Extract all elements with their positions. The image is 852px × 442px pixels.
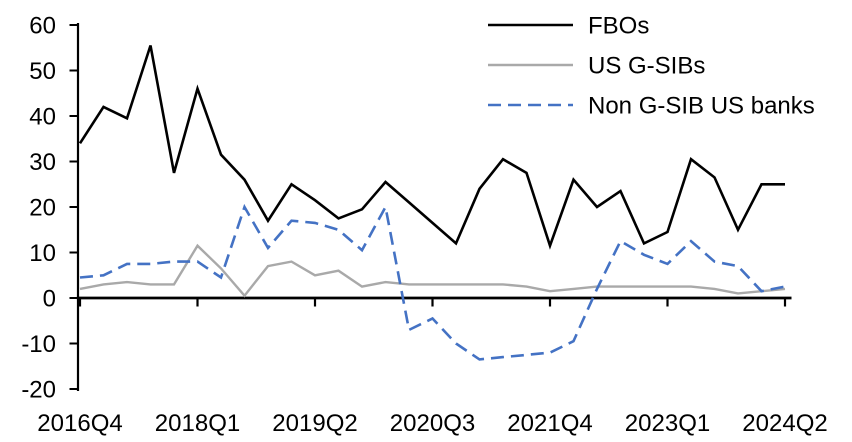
x-axis-tick-label: 2024Q2 (742, 410, 827, 437)
y-axis-tick-label: 20 (29, 194, 56, 221)
axes: 60 50 40 30 20 10 0 -10 -20 2016Q4 2018Q1 2019Q2 202… (21, 12, 827, 437)
y-axis-tick-label: 30 (29, 149, 56, 176)
y-axis-tick-label: -10 (21, 331, 56, 358)
series-line-us-g-sibs (79, 243, 786, 298)
legend-item-fbos: FBOs (488, 12, 649, 39)
y-axis-tick-label: 10 (29, 240, 56, 267)
x-axis-tick-label: 2016Q4 (37, 410, 122, 437)
x-axis-tick-label: 2019Q2 (272, 410, 357, 437)
legend-item-non-g-sib-us-banks: Non G-SIB US banks (488, 92, 815, 119)
legend-label: FBOs (588, 12, 649, 39)
series-line-fbos (78, 45, 785, 250)
legend-label: Non G-SIB US banks (588, 92, 815, 119)
legend-label: US G-SIBs (588, 52, 705, 79)
legend: FBOs US G-SIBs Non G-SIB US banks (488, 12, 815, 119)
y-axis-tick-label: -20 (21, 376, 56, 403)
x-axis-tick-label: 2018Q1 (155, 410, 240, 437)
y-axis-tick-label: 40 (29, 103, 56, 130)
x-axis-tick-label: 2023Q1 (625, 410, 710, 437)
legend-item-us-g-sibs: US G-SIBs (488, 52, 705, 79)
x-axis-tick-label: 2021Q4 (507, 410, 592, 437)
y-axis-tick-label: 60 (29, 12, 56, 39)
x-axis-tick-label: 2020Q3 (390, 410, 475, 437)
y-axis-tick-label: 50 (29, 58, 56, 85)
series-line-non-g-sib-us-banks (79, 203, 786, 361)
y-axis-tick-label: 0 (43, 285, 56, 312)
